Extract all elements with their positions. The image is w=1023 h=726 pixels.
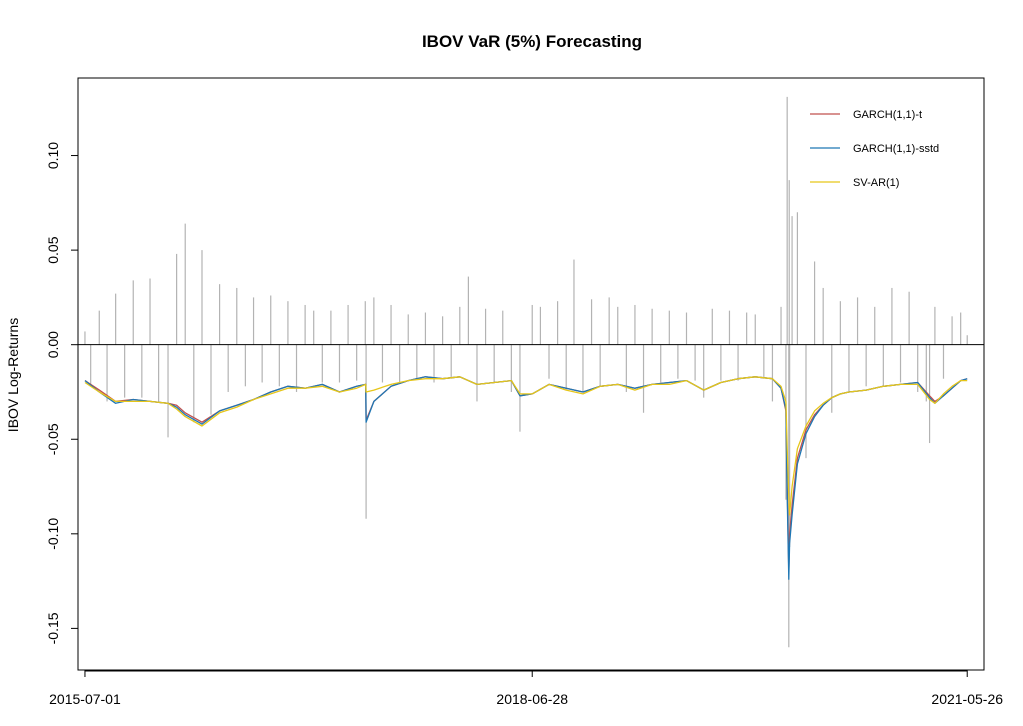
legend-item: GARCH(1,1)-sstd: [810, 143, 939, 155]
y-tick-label: -0.05: [45, 423, 61, 455]
x-tick-label: 2015-07-01: [49, 691, 121, 707]
plot-frame: [77, 77, 985, 671]
series-line-garch-1-1-t: [84, 376, 968, 573]
legend-label: GARCH(1,1)-sstd: [853, 143, 939, 155]
legend-item: GARCH(1,1)-t: [810, 109, 922, 121]
var-lines-layer: [84, 376, 968, 580]
x-tick-label: 2021-05-26: [931, 691, 1003, 707]
y-tick-label: -0.15: [45, 612, 61, 644]
legend-label: SV-AR(1): [853, 177, 899, 189]
returns-spikes-layer: [84, 96, 968, 648]
legend: GARCH(1,1)-t GARCH(1,1)-sstd SV-AR(1): [810, 109, 939, 189]
y-tick-label: -0.10: [45, 518, 61, 550]
series-line-garch-1-1-sstd: [84, 376, 968, 580]
chart-title: IBOV VaR (5%) Forecasting: [422, 32, 642, 51]
y-tick-label: 0.10: [45, 142, 61, 169]
legend-item: SV-AR(1): [810, 177, 899, 189]
x-tick-label: 2018-06-28: [496, 691, 568, 707]
y-tick-label: 0.00: [45, 331, 61, 358]
legend-label: GARCH(1,1)-t: [853, 109, 922, 121]
series-line-sv-ar-1: [84, 376, 968, 516]
y-axis-label: IBOV Log-Returns: [5, 318, 21, 432]
y-tick-label: 0.05: [45, 236, 61, 263]
axes-layer: 0.10 0.05 0.00 -0.05 -0.10 -0.15 2015-07-01 201…: [45, 142, 1003, 707]
